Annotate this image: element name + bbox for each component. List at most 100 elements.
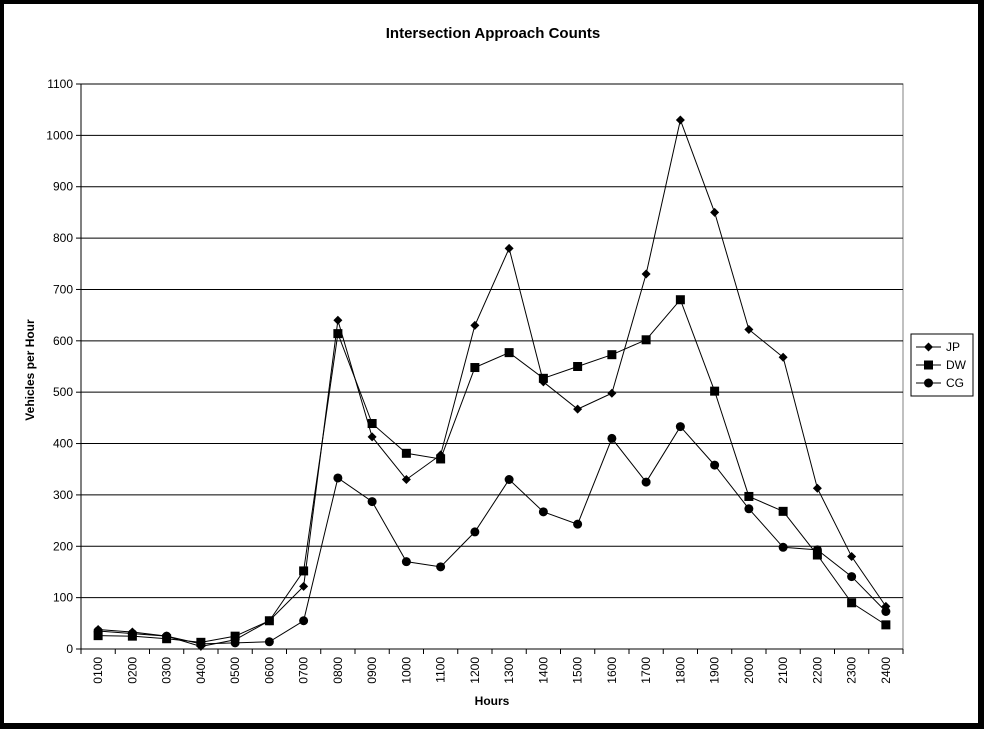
x-tick-label: 1400 bbox=[536, 657, 550, 684]
data-point-square bbox=[881, 620, 891, 630]
y-tick-label: 600 bbox=[53, 334, 73, 348]
x-tick-label: 1500 bbox=[571, 657, 585, 684]
x-tick-label: 1700 bbox=[639, 657, 653, 684]
data-point-circle bbox=[230, 638, 240, 648]
data-point-circle bbox=[924, 378, 933, 388]
x-tick-label: 1600 bbox=[605, 657, 619, 684]
data-point-circle bbox=[401, 557, 411, 567]
data-point-square bbox=[675, 295, 685, 305]
series-line bbox=[98, 298, 887, 643]
data-point-circle bbox=[538, 507, 548, 517]
data-point-circle bbox=[127, 629, 137, 639]
data-point-circle bbox=[436, 562, 446, 572]
x-tick-label: 0800 bbox=[331, 657, 345, 684]
y-tick-label: 0 bbox=[66, 642, 73, 656]
data-point-circle bbox=[710, 460, 720, 470]
x-tick-label: 1200 bbox=[468, 657, 482, 684]
data-point-square bbox=[504, 348, 514, 358]
data-point-square bbox=[470, 363, 480, 373]
data-point-diamond bbox=[401, 475, 411, 484]
data-point-diamond bbox=[675, 115, 685, 125]
data-point-square bbox=[93, 631, 103, 641]
data-point-diamond bbox=[299, 581, 309, 591]
data-point-square bbox=[401, 448, 411, 458]
legend-item-cg: CG bbox=[916, 376, 964, 390]
data-point-circle bbox=[847, 572, 857, 582]
data-point-square bbox=[436, 454, 446, 464]
chart-area: Intersection Approach Counts Vehicles pe… bbox=[3, 3, 979, 724]
plot-background bbox=[80, 83, 904, 650]
x-tick-label: 0100 bbox=[91, 657, 105, 684]
x-tick-label: 1800 bbox=[673, 657, 687, 684]
data-point-square bbox=[299, 566, 309, 576]
data-point-circle bbox=[812, 545, 822, 555]
y-tick-label: 200 bbox=[53, 539, 73, 553]
legend-label: DW bbox=[946, 358, 967, 372]
plot-area: 0100200300400500600700800900100011000100… bbox=[46, 77, 904, 684]
data-point-circle bbox=[162, 631, 172, 641]
y-tick-label: 1100 bbox=[47, 77, 73, 91]
x-tick-label: 2400 bbox=[879, 657, 893, 684]
data-point-circle bbox=[744, 504, 754, 514]
data-point-square bbox=[924, 360, 933, 370]
data-point-circle bbox=[675, 422, 685, 432]
y-tick-label: 1000 bbox=[46, 128, 73, 142]
data-point-circle bbox=[299, 616, 309, 626]
data-point-diamond bbox=[710, 207, 720, 217]
data-point-diamond bbox=[812, 483, 822, 493]
data-point-square bbox=[710, 386, 720, 396]
legend-label: CG bbox=[946, 376, 964, 390]
x-tick-label: 0900 bbox=[365, 657, 379, 684]
data-point-square bbox=[230, 631, 240, 641]
data-point-circle bbox=[93, 626, 103, 636]
data-point-diamond bbox=[607, 388, 617, 398]
x-tick-label: 1100 bbox=[434, 657, 448, 683]
data-point-diamond bbox=[641, 269, 651, 279]
series-dw bbox=[93, 295, 891, 647]
data-point-diamond bbox=[470, 320, 480, 330]
data-point-circle bbox=[607, 433, 617, 443]
data-point-diamond bbox=[573, 404, 583, 414]
data-point-square bbox=[778, 506, 788, 516]
data-point-square bbox=[573, 362, 583, 371]
series-line bbox=[98, 118, 887, 647]
data-point-square bbox=[812, 550, 822, 560]
x-tick-label: 2100 bbox=[776, 657, 790, 684]
data-point-circle bbox=[333, 473, 343, 483]
x-tick-label: 2000 bbox=[742, 657, 756, 684]
line-chart: Intersection Approach Counts Vehicles pe… bbox=[23, 25, 974, 708]
data-point-circle bbox=[778, 542, 788, 552]
data-point-diamond bbox=[367, 432, 377, 442]
x-tick-label: 0400 bbox=[194, 657, 208, 684]
legend-item-jp: JP bbox=[916, 340, 960, 354]
data-point-diamond bbox=[744, 325, 754, 335]
legend-label: JP bbox=[946, 340, 960, 354]
y-tick-label: 900 bbox=[53, 180, 73, 194]
x-tick-label: 0700 bbox=[297, 657, 311, 684]
data-point-diamond bbox=[778, 352, 788, 362]
data-point-diamond bbox=[847, 552, 857, 562]
data-point-square bbox=[641, 335, 651, 345]
legend: JP DW CG bbox=[910, 333, 974, 397]
data-point-circle bbox=[573, 519, 583, 529]
x-tick-label: 0300 bbox=[160, 657, 174, 684]
series-line bbox=[98, 425, 887, 645]
data-point-square bbox=[367, 419, 377, 429]
series-cg bbox=[93, 422, 891, 649]
y-tick-label: 800 bbox=[53, 231, 73, 245]
data-point-circle bbox=[881, 607, 891, 617]
data-point-square bbox=[607, 350, 617, 360]
x-tick-label: 2300 bbox=[845, 657, 859, 684]
y-tick-label: 100 bbox=[53, 591, 73, 605]
chart-title: Intersection Approach Counts bbox=[386, 25, 600, 42]
y-tick-label: 700 bbox=[53, 282, 73, 296]
data-point-diamond bbox=[924, 342, 933, 352]
data-point-square bbox=[847, 598, 857, 608]
data-point-circle bbox=[264, 637, 274, 647]
x-tick-label: 1000 bbox=[399, 657, 413, 684]
data-point-diamond bbox=[504, 243, 514, 253]
legend-item-dw: DW bbox=[916, 358, 967, 372]
data-point-circle bbox=[504, 475, 514, 484]
y-axis-title: Vehicles per Hour bbox=[23, 319, 37, 421]
data-point-circle bbox=[196, 639, 206, 649]
